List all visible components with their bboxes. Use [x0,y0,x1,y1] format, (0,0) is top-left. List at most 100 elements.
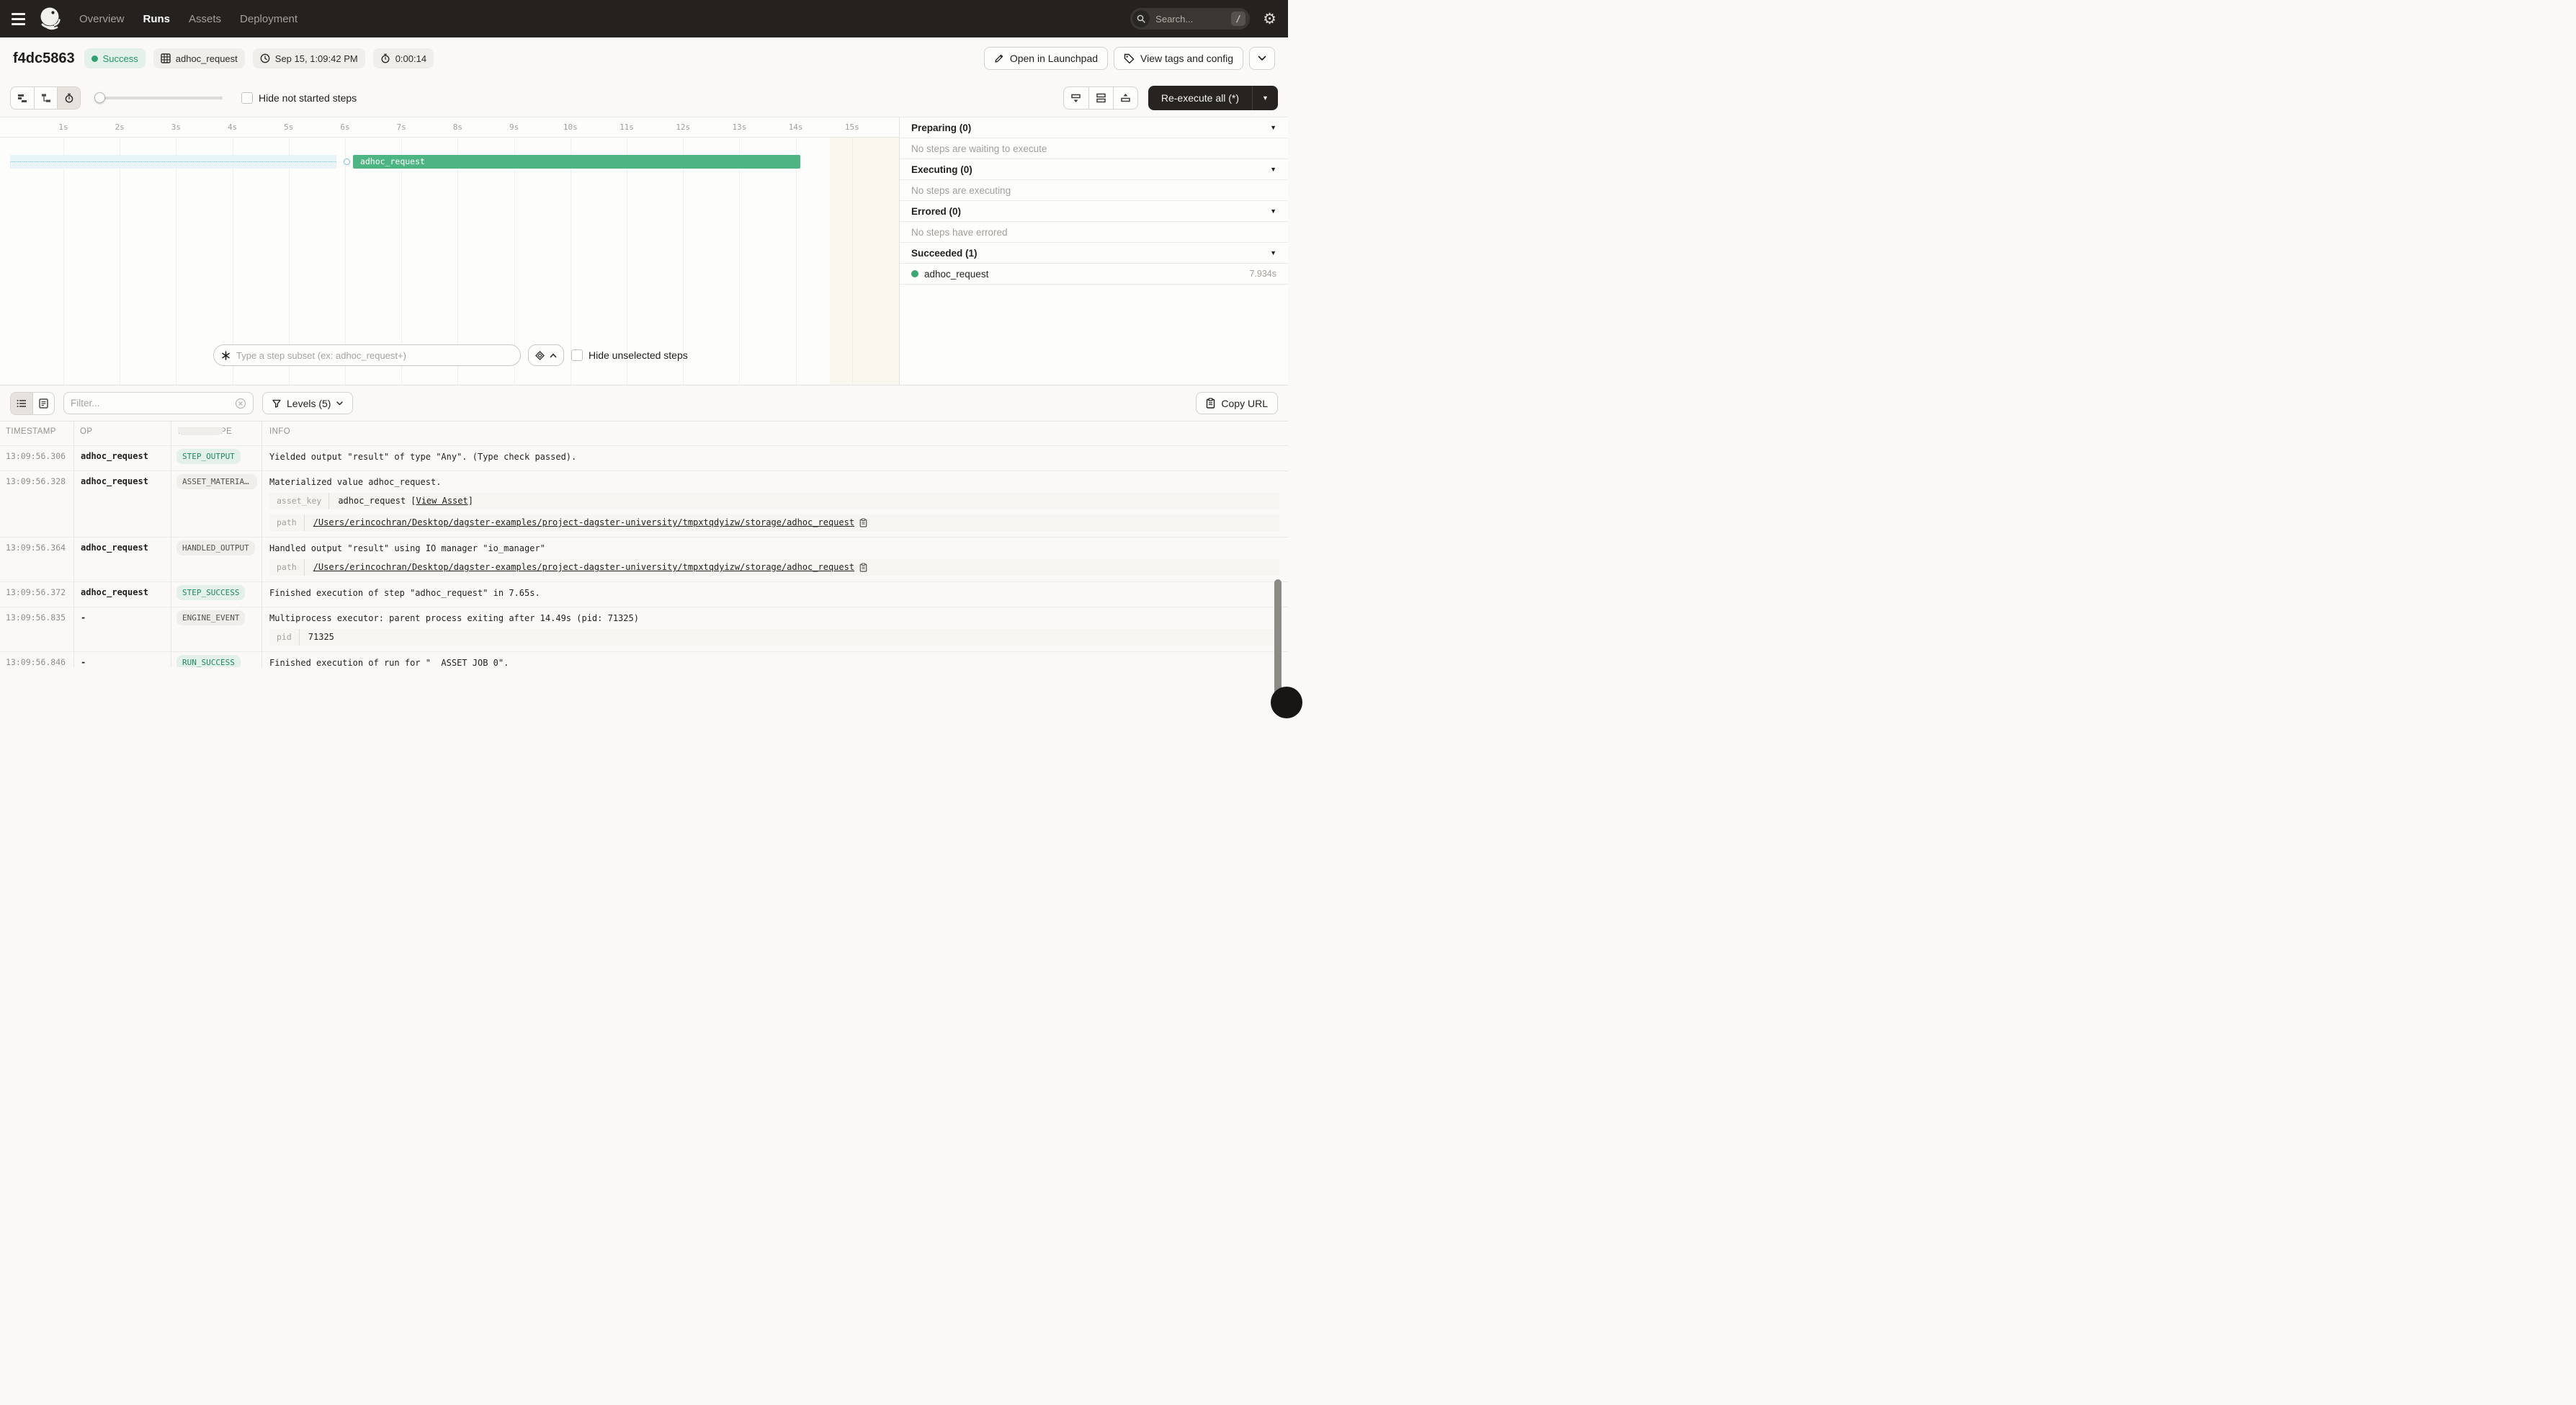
event-type-badge[interactable]: ASSET_MATERIALIZAT… [176,474,257,489]
status-section-empty: No steps are executing [900,180,1288,201]
event-type-badge[interactable]: RUN_SUCCESS [176,655,241,667]
log-detail-row: path/Users/erincochran/Desktop/dagster-e… [269,514,1279,531]
gantt-step-marker-icon [343,159,350,165]
log-timestamp[interactable]: 13:09:56.372 [6,587,66,597]
vertical-scrollbar-thumb[interactable] [1274,579,1282,699]
global-search[interactable]: / [1130,8,1251,30]
status-section-header[interactable]: Errored (0) ▼ [900,201,1288,222]
collapse-caret-icon[interactable]: ▼ [1270,166,1276,173]
step-subset-input-wrap[interactable] [213,344,521,366]
log-timestamp[interactable]: 13:09:56.306 [6,451,66,461]
gear-icon[interactable]: ⚙ [1263,10,1276,27]
reexecute-split-button: Re-execute all (*) ▼ [1148,86,1278,110]
log-timestamp[interactable]: 13:09:56.364 [6,543,66,553]
job-tag[interactable]: adhoc_request [153,48,245,68]
search-input[interactable] [1155,13,1232,24]
gantt-toolbar: Hide not started steps Re-execute all (*… [0,79,1288,117]
log-filter-wrap[interactable] [63,392,254,414]
gantt-timed-view-button[interactable] [57,87,80,109]
nav-item-runs[interactable]: Runs [143,12,171,25]
log-info-text: Finished execution of step "adhoc_reques… [269,588,540,598]
status-dot-icon [91,55,98,62]
tag-icon [1124,53,1135,63]
copy-path-icon[interactable] [859,563,867,572]
copy-path-icon[interactable] [859,518,867,527]
gantt-zoom-slider[interactable] [94,92,223,103]
panel-layout-toggle [1063,86,1138,110]
job-grid-icon [161,53,171,63]
nav-item-overview[interactable]: Overview [79,12,125,25]
reexecute-all-button[interactable]: Re-execute all (*) [1148,86,1252,110]
gantt-section: 1s 2s 3s 4s 5s 6s 7s 8s 9s 10s 11s 12s 13s 14s 15s adh… [0,117,1288,385]
open-in-launchpad-button[interactable]: Open in Launchpad [983,47,1109,70]
col-info: INFO [269,427,291,436]
subset-tools-button[interactable] [528,344,564,366]
collapse-top-panel-button[interactable] [1112,87,1137,109]
run-id: f4dc5863 [13,50,75,66]
nav-item-deployment[interactable]: Deployment [240,12,298,25]
clipped-event-pill [178,427,223,435]
log-structured-view-button[interactable] [32,392,54,414]
slider-knob[interactable] [94,92,105,103]
status-section-title: Errored (0) [911,205,962,217]
log-timestamp[interactable]: 13:09:56.835 [6,612,66,623]
axis-tick-label: 14s [788,122,803,132]
reexecute-dropdown-button[interactable]: ▼ [1252,86,1278,110]
log-detail-row: pid 71325 [269,629,1279,646]
log-info-text: Materialized value adhoc_request. [269,477,442,487]
copy-url-button[interactable]: Copy URL [1196,392,1278,414]
axis-tick-label: 8s [452,122,463,132]
flat-view-icon [18,94,27,102]
log-view-toggle [10,391,55,415]
succeeded-step-row[interactable]: adhoc_request 7.934s [900,264,1288,285]
levels-filter-button[interactable]: Levels (5) [262,392,354,414]
hide-not-started-checkbox[interactable] [241,92,253,104]
event-type-badge[interactable]: STEP_OUTPUT [176,449,241,464]
status-section-header[interactable]: Executing (0) ▼ [900,159,1288,180]
split-panels-button[interactable] [1088,87,1113,109]
axis-tick-label: 10s [563,122,578,132]
axis-tick-label: 6s [340,122,350,132]
hamburger-menu-icon[interactable] [12,9,30,28]
collapse-bottom-panel-button[interactable] [1064,87,1088,109]
collapse-caret-icon[interactable]: ▼ [1270,249,1276,257]
event-type-badge[interactable]: HANDLED_OUTPUT [176,540,255,556]
log-op: adhoc_request [81,451,148,461]
step-subset-input[interactable] [236,349,513,361]
stopwatch-icon [381,53,390,63]
view-tags-config-button[interactable]: View tags and config [1114,47,1243,70]
axis-tick-label: 2s [115,122,125,132]
hide-unselected-checkbox[interactable] [571,349,583,361]
waterfall-view-icon [41,94,50,102]
log-filter-input[interactable] [71,398,235,409]
path-link[interactable]: /Users/erincochran/Desktop/dagster-examp… [313,517,855,527]
event-type-badge[interactable]: STEP_SUCCESS [176,585,246,600]
log-timestamp[interactable]: 13:09:56.846 [6,657,66,667]
log-timestamp[interactable]: 13:09:56.328 [6,476,66,486]
gantt-flat-view-button[interactable] [11,87,34,109]
status-section-header[interactable]: Preparing (0) ▼ [900,117,1288,138]
run-actions-dropdown-button[interactable] [1249,47,1275,70]
log-op: adhoc_request [81,543,148,553]
gantt-step-bar[interactable]: adhoc_request [352,155,800,169]
view-asset-link[interactable]: View Asset [416,496,468,506]
clear-filter-icon[interactable] [235,398,246,409]
status-section-header[interactable]: Succeeded (1) ▼ [900,243,1288,264]
dagster-logo[interactable] [37,6,63,32]
event-type-badge[interactable]: ENGINE_EVENT [176,610,246,625]
log-list-view-button[interactable] [11,392,32,414]
path-link[interactable]: /Users/erincochran/Desktop/dagster-examp… [313,562,855,572]
log-info: Yielded output "result" of type "Any". (… [261,446,1288,468]
gantt-waterfall-view-button[interactable] [34,87,57,109]
collapse-caret-icon[interactable]: ▼ [1270,208,1276,215]
nav-item-assets[interactable]: Assets [189,12,222,25]
axis-tick-label: 4s [227,122,238,132]
collapse-caret-icon[interactable]: ▼ [1270,124,1276,131]
log-table-header: TIMESTAMP OP EVENT TYPE INFO [0,422,1288,446]
log-info: Finished execution of run for "__ASSET_J… [261,652,1288,667]
gantt-waiting-bar [9,155,337,169]
axis-gridline [63,138,64,385]
detail-value: 71325 [300,629,343,646]
help-widget-button[interactable] [1271,687,1302,718]
axis-gridline [288,138,290,385]
